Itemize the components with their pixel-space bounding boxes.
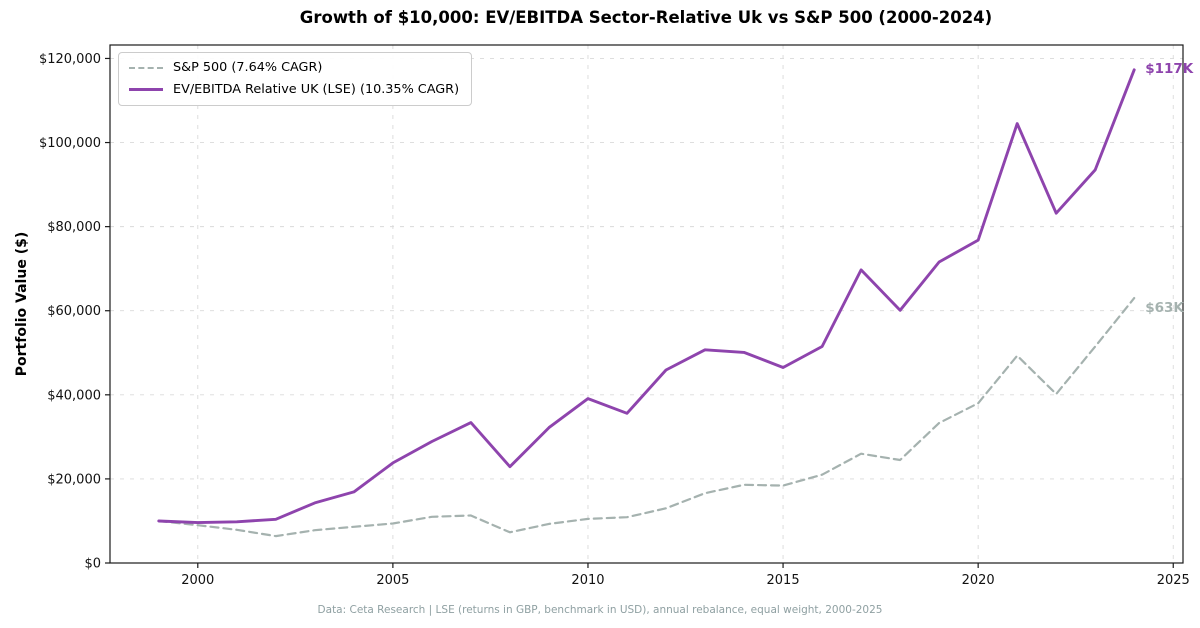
y-tick-label: $100,000 [39, 136, 101, 151]
y-tick-label: $60,000 [47, 304, 101, 319]
x-tick-label: 2000 [181, 573, 214, 588]
legend: S&P 500 (7.64% CAGR) EV/EBITDA Relative … [118, 52, 473, 106]
y-tick-label: $20,000 [47, 472, 101, 487]
x-tick-label: 2020 [962, 573, 995, 588]
evebitda-line-swatch-icon [129, 88, 163, 91]
sp500-end-value-label: $63K [1145, 300, 1184, 316]
x-tick-label: 2005 [376, 573, 409, 588]
sp500-series-line [157, 297, 1136, 538]
x-tick-label: 2015 [767, 573, 800, 588]
chart-title: Growth of $10,000: EV/EBITDA Sector-Rela… [299, 8, 993, 27]
y-tick-label: $80,000 [47, 220, 101, 235]
legend-label-sp500: S&P 500 (7.64% CAGR) [173, 60, 323, 75]
ev-ebitda-series-line [157, 68, 1136, 525]
y-tick-label: $0 [84, 557, 101, 572]
footer-note: Data: Ceta Research | LSE (returns in GB… [317, 604, 883, 616]
legend-label-evebitda: EV/EBITDA Relative UK (LSE) (10.35% CAGR… [173, 82, 460, 97]
plot-frame [109, 44, 1184, 564]
sp500-line-swatch-icon [129, 66, 163, 69]
y-tick-label: $40,000 [47, 388, 101, 403]
legend-item-sp500: S&P 500 (7.64% CAGR) [129, 60, 459, 75]
legend-item-evebitda: EV/EBITDA Relative UK (LSE) (10.35% CAGR… [129, 82, 459, 97]
x-tick-label: 2025 [1157, 573, 1190, 588]
ev-ebitda-end-value-label: $117K [1145, 61, 1194, 77]
y-axis-label: Portfolio Value ($) [14, 231, 30, 377]
x-tick-label: 2010 [571, 573, 604, 588]
y-tick-label: $120,000 [39, 52, 101, 67]
